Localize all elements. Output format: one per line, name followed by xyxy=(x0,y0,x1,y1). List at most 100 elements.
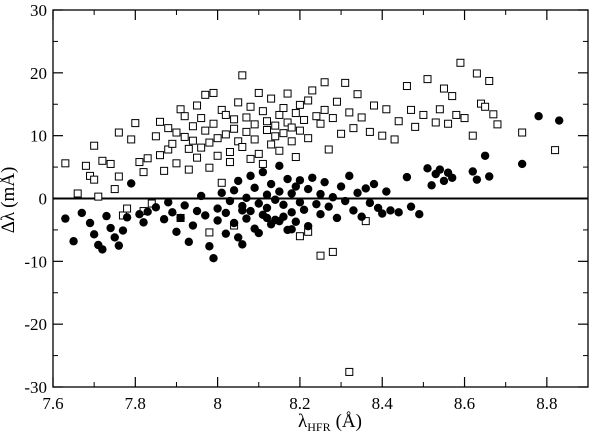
data-point-open-square xyxy=(353,90,362,99)
data-point-open-square xyxy=(213,151,222,160)
data-point-filled-circle xyxy=(279,200,288,209)
data-point-filled-circle xyxy=(201,211,210,220)
data-point-open-square xyxy=(320,78,329,87)
data-point-filled-circle xyxy=(221,208,231,218)
data-point-open-square xyxy=(225,148,234,157)
data-point-open-square xyxy=(460,114,469,123)
data-point-open-square xyxy=(188,122,197,131)
data-point-filled-circle xyxy=(229,218,239,228)
data-point-filled-circle xyxy=(303,184,313,194)
data-point-open-square xyxy=(246,102,255,111)
data-point-open-square xyxy=(156,151,164,160)
y-axis-symbol: Δλ xyxy=(0,211,19,233)
data-point-open-square xyxy=(246,154,255,163)
data-point-open-square xyxy=(551,146,560,155)
data-point-open-square xyxy=(131,119,140,128)
data-point-filled-circle xyxy=(291,217,301,226)
data-point-open-square xyxy=(263,126,271,135)
data-point-filled-circle xyxy=(246,206,255,216)
data-point-filled-circle xyxy=(135,210,144,219)
data-point-open-square xyxy=(279,104,288,113)
data-point-open-square xyxy=(263,117,271,126)
y-tick-label: 20 xyxy=(30,64,47,83)
data-point-filled-circle xyxy=(209,253,218,263)
data-point-filled-circle xyxy=(238,206,247,215)
data-point-filled-circle xyxy=(164,198,173,207)
data-point-open-square xyxy=(291,109,300,118)
data-point-open-square xyxy=(448,92,457,101)
data-point-open-square xyxy=(98,156,107,165)
data-point-open-square xyxy=(205,163,214,172)
data-point-open-square xyxy=(184,165,193,174)
data-point-open-square xyxy=(180,112,189,121)
data-point-open-square xyxy=(123,204,132,213)
data-point-filled-circle xyxy=(61,214,70,223)
data-point-filled-circle xyxy=(271,195,280,204)
data-point-open-square xyxy=(320,105,329,114)
data-point-open-square xyxy=(180,132,189,141)
data-point-open-square xyxy=(193,153,202,162)
x-tick-label: 8 xyxy=(213,394,222,413)
data-point-filled-circle xyxy=(106,223,115,233)
data-point-open-square xyxy=(271,132,280,141)
data-point-open-square xyxy=(250,120,259,129)
data-point-filled-circle xyxy=(229,186,239,195)
data-point-open-square xyxy=(481,102,490,111)
data-point-open-square xyxy=(456,58,465,67)
y-axis-label: Δλ (mÅ) xyxy=(0,167,19,234)
data-point-filled-circle xyxy=(287,208,296,217)
data-point-open-square xyxy=(312,112,321,121)
data-point-open-square xyxy=(411,122,420,131)
data-point-filled-circle xyxy=(394,208,403,217)
data-point-filled-circle xyxy=(472,175,482,184)
data-point-open-square xyxy=(431,118,440,127)
data-point-filled-circle xyxy=(262,203,272,213)
data-point-open-square xyxy=(94,192,103,201)
data-point-open-square xyxy=(472,69,481,78)
data-point-filled-circle xyxy=(77,208,87,218)
data-point-open-square xyxy=(341,78,350,87)
data-point-filled-circle xyxy=(242,193,251,203)
data-point-open-square xyxy=(271,121,280,130)
data-point-filled-circle xyxy=(89,230,99,239)
data-point-filled-circle xyxy=(402,172,412,182)
data-point-filled-circle xyxy=(192,206,202,216)
data-point-open-square xyxy=(357,113,366,122)
data-point-open-square xyxy=(250,135,259,144)
data-point-filled-circle xyxy=(336,182,346,191)
data-point-filled-circle xyxy=(415,210,424,219)
data-point-filled-circle xyxy=(299,205,309,215)
data-point-open-square xyxy=(205,228,214,237)
data-point-filled-circle xyxy=(349,206,358,215)
data-point-open-square xyxy=(345,108,354,117)
data-point-filled-circle xyxy=(447,173,457,182)
data-point-open-square xyxy=(143,154,152,163)
data-point-filled-circle xyxy=(250,183,259,193)
data-point-filled-circle xyxy=(126,179,136,188)
data-point-open-square xyxy=(172,159,181,168)
data-point-open-square xyxy=(242,113,251,122)
data-point-filled-circle xyxy=(340,196,350,206)
data-point-open-square xyxy=(221,130,230,139)
data-point-open-square xyxy=(238,142,247,151)
data-point-open-square xyxy=(90,175,99,184)
data-point-open-square xyxy=(114,172,123,181)
y-tick-label: -20 xyxy=(24,315,47,334)
data-point-open-square xyxy=(328,247,337,256)
data-point-filled-circle xyxy=(283,174,292,184)
data-point-filled-circle xyxy=(316,210,325,219)
data-point-open-square xyxy=(300,115,309,124)
data-point-filled-circle xyxy=(291,182,301,191)
data-point-open-square xyxy=(176,105,185,114)
data-point-open-square xyxy=(295,126,304,135)
data-point-filled-circle xyxy=(468,167,477,176)
data-point-open-square xyxy=(209,88,218,97)
data-point-filled-circle xyxy=(118,226,128,235)
data-point-open-square xyxy=(90,141,99,150)
data-point-open-square xyxy=(225,158,234,167)
data-point-open-square xyxy=(201,90,210,99)
data-point-filled-circle xyxy=(308,173,317,182)
data-point-open-square xyxy=(164,124,173,133)
x-tick-label: 8.6 xyxy=(454,394,475,413)
data-point-open-square xyxy=(382,105,391,114)
